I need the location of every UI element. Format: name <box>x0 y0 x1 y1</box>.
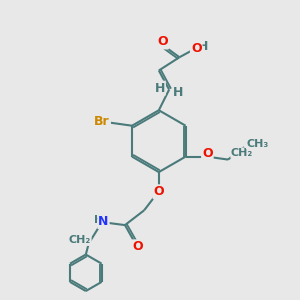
Text: O: O <box>132 240 143 254</box>
Text: Br: Br <box>94 115 110 128</box>
Text: N: N <box>98 215 109 228</box>
Text: H: H <box>94 215 103 225</box>
Text: CH₂: CH₂ <box>69 236 91 245</box>
Text: H: H <box>173 86 184 99</box>
Text: H: H <box>198 40 208 52</box>
Text: H: H <box>154 82 165 95</box>
Text: O: O <box>202 147 213 160</box>
Text: O: O <box>157 35 168 48</box>
Text: O: O <box>191 42 202 55</box>
Text: CH₂: CH₂ <box>231 148 253 158</box>
Text: CH₃: CH₃ <box>247 139 269 149</box>
Text: O: O <box>154 185 164 198</box>
